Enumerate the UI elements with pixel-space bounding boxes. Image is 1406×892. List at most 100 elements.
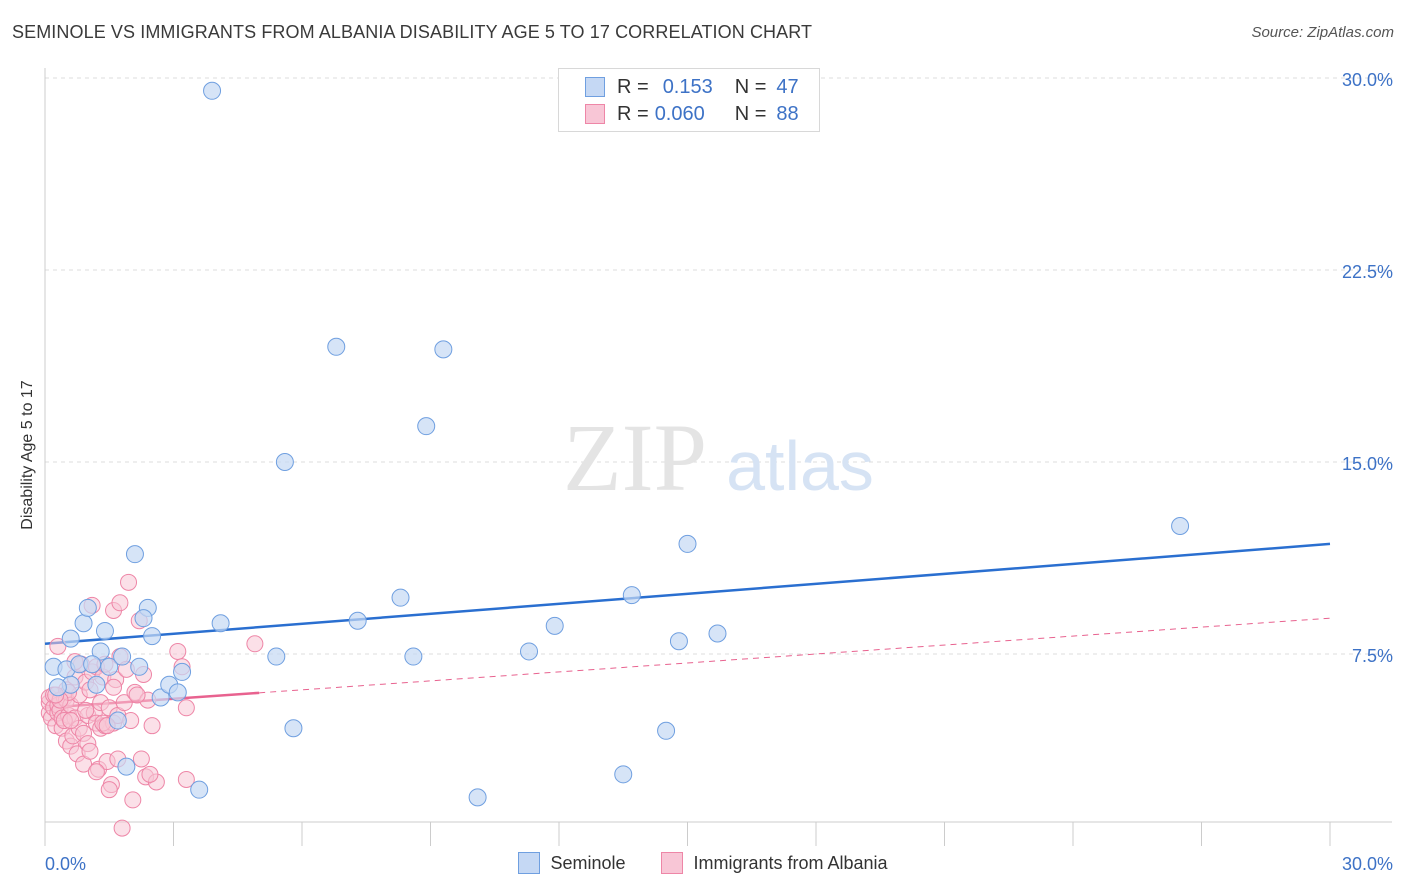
n-label: N = [734,102,767,125]
seminole-point [134,609,153,628]
seminole-point [113,647,132,666]
seminole-point [275,453,294,471]
albania-point [62,712,80,730]
watermark-zip: ZIP [563,404,707,511]
legend-label-seminole: Seminole [550,852,626,873]
seminole-point [404,647,423,666]
seminole-point [125,545,144,564]
y-tick-label: 7.5% [1352,646,1393,666]
seminole-point [74,614,93,633]
stats-legend: R = 0.153 N = 47 R = 0.060 N = 88 [558,68,820,132]
seminole-point [48,678,67,697]
seminole-point [669,632,688,651]
y-tick-label: 22.5% [1342,262,1393,282]
axes [44,68,1392,846]
albania-trend-line-dashed [259,617,1331,694]
seminole-point [417,417,436,436]
watermark: ZIP atlas [563,404,874,511]
seminole-point [678,534,697,553]
r-value: 0.060 [654,102,705,125]
albania-point [105,678,123,696]
albania-legend-swatch [661,852,684,874]
seminole-point [520,642,539,661]
seminole-point [61,629,80,648]
seminole-point [151,688,170,707]
y-tick-label: 15.0% [1342,454,1393,474]
seminole-point [108,711,127,730]
seminole-point [203,81,222,100]
albania-point [246,635,264,653]
r-value: 0.153 [662,75,713,98]
seminole-point [614,765,633,784]
trend-lines [44,542,1331,710]
y-tick-label: 30.0% [1342,70,1393,90]
albania-point [143,717,161,735]
albania-point [124,791,142,809]
n-value: 47 [776,75,799,98]
seminole-point [622,586,641,605]
seminole-point [267,647,286,666]
albania-points [40,573,264,837]
seminole-point [348,611,367,630]
seminole-point [391,588,410,607]
seminole-point [1171,517,1190,535]
seminole-point [100,657,119,676]
seminole-points [44,81,1190,807]
seminole-point [87,675,106,694]
albania-point [111,594,129,612]
seminole-point [130,657,149,676]
seminole-point [434,340,453,359]
seminole-point [468,788,487,807]
albania-point [49,637,67,655]
seminole-swatch [585,77,605,97]
tick-labels: 7.5% 15.0% 22.5% 30.0% 0.0% 30.0% [45,70,1393,874]
chart-title: SEMINOLE VS IMMIGRANTS FROM ALBANIA DISA… [12,22,813,42]
chart-source: Source: ZipAtlas.com [1251,24,1394,41]
seminole-point [545,616,564,635]
seminole-point [95,621,114,640]
albania-point [77,701,95,719]
albania-point [113,819,131,837]
seminole-point [708,624,727,643]
grid-lines [45,77,1392,655]
r-label: R = [617,102,649,125]
stats-row-seminole: R = 0.153 N = 47 [559,73,799,101]
seminole-point [190,780,209,799]
seminole-point [117,757,136,776]
seminole-point [657,721,676,740]
legend-item-albania[interactable]: Immigrants from Albania [661,852,888,874]
seminole-point [284,719,303,738]
series-legend: Seminole Immigrants from Albania [0,852,1406,874]
albania-point [81,742,99,760]
r-label: R = [617,75,649,98]
albania-point [177,770,195,788]
n-label: N = [734,75,767,98]
albania-point [100,781,118,799]
albania-point [177,699,195,717]
watermark-atlas: atlas [726,427,874,505]
seminole-point [91,642,110,661]
seminole-point [211,614,230,633]
albania-point [120,573,138,591]
albania-point [87,763,105,781]
stats-row-albania: R = 0.060 N = 88 [559,100,799,128]
legend-label-albania: Immigrants from Albania [693,852,888,873]
seminole-point [78,598,97,617]
seminole-point [168,683,187,702]
seminole-legend-swatch [518,852,541,874]
albania-point [128,686,146,704]
seminole-point [327,337,346,356]
seminole-point [143,627,162,646]
x-tick-label: 30.0% [1342,854,1393,874]
seminole-point [83,655,102,674]
legend-item-seminole[interactable]: Seminole [518,852,625,874]
albania-point [169,642,187,660]
seminole-point [173,662,192,681]
n-value: 88 [776,102,799,125]
x-tick-label: 0.0% [45,854,86,874]
albania-swatch [585,104,605,124]
albania-point [132,750,150,768]
albania-point [141,765,159,783]
albania-point [115,694,133,712]
